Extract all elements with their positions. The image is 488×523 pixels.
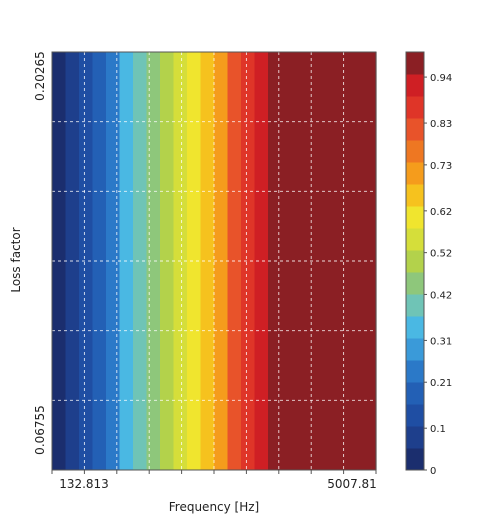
colorbar-tick-label: 0.83 [430,119,452,130]
y-tick-label: 0.06755 [33,405,47,455]
colorbar-segment [406,96,424,119]
colorbar-segment [406,316,424,339]
colorbar-tick-label: 0.94 [430,73,452,84]
grid-lines [51,52,377,474]
colorbar-tick-label: 0.52 [430,249,452,260]
colorbar-ticks: 0 0.1 0.21 0.31 0.42 0.52 0.62 0.73 0.83 0.94 [424,73,452,477]
colorbar-tick-label: 0 [430,466,436,477]
heatmap-cell [295,52,310,470]
colorbar-segment [406,382,424,405]
colorbar-frame [405,51,425,471]
colorbar-tick-label: 0.31 [430,336,452,347]
colorbar-segment [406,206,424,229]
colorbar-segment [406,118,424,141]
heatmap-cell [187,52,202,470]
heatmap-cell [200,52,215,470]
heatmap-cell [308,52,323,470]
colorbar-segment [406,74,424,97]
colorbar-segment [406,272,424,295]
heatmap-cell [146,52,161,470]
heatmap-cell [254,52,269,470]
colorbar-segment [406,360,424,383]
heatmap-cell [133,52,148,470]
colorbar-tick-label: 0.73 [430,161,452,172]
x-tick-label: 5007.81 [327,477,377,491]
heatmap-cell [362,52,377,470]
heatmap-cell [92,52,107,470]
colorbar-segment [406,162,424,185]
heatmap-cell [79,52,94,470]
colorbar-tick-label: 0.42 [430,290,452,301]
colorbar-tick-label: 0.1 [430,424,446,435]
plot-frame [51,51,377,471]
x-tick-label: 132.813 [59,477,109,491]
colorbar-segment [406,294,424,317]
heatmap-cell [241,52,256,470]
x-axis-label: Frequency [Hz] [169,500,260,514]
y-axis-label: Loss factor [9,227,23,292]
colorbar-tick-label: 0.62 [430,207,452,218]
heatmap-cell [349,52,364,470]
colorbar-segment [406,250,424,273]
colorbar [406,52,424,471]
colorbar-segment [406,140,424,163]
colorbar-segment [406,426,424,449]
colorbar-segment [406,228,424,251]
colorbar-segment [406,52,424,75]
y-tick-label: 0.20265 [33,51,47,101]
colorbar-segment [406,404,424,427]
colorbar-segment [406,448,424,471]
colorbar-segment [406,338,424,361]
colorbar-tick-label: 0.21 [430,378,452,389]
colorbar-segment [406,184,424,207]
